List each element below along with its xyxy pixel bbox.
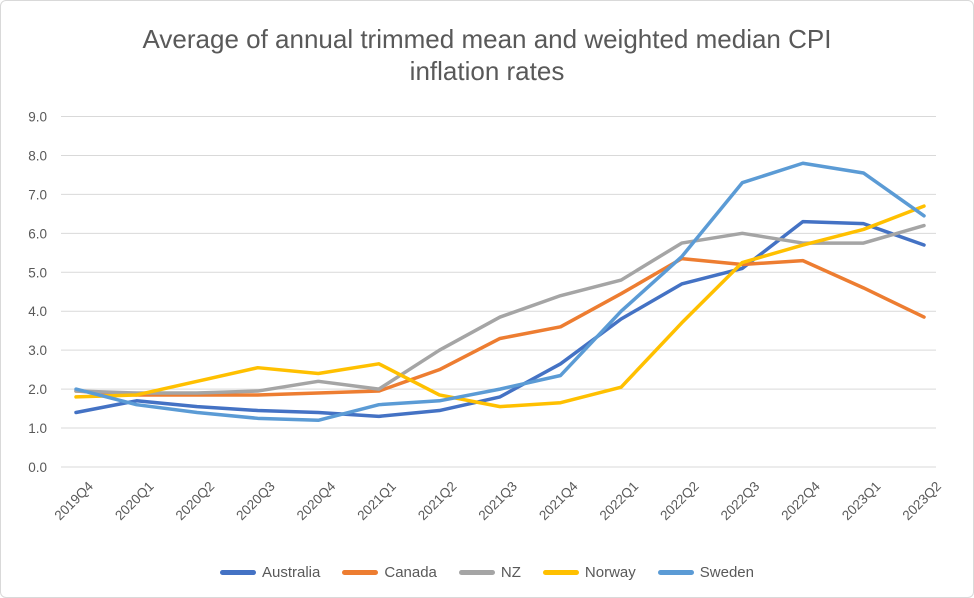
legend-swatch-australia — [220, 570, 256, 575]
x-tick-label: 2020Q2 — [173, 479, 218, 524]
legend-label-nz: NZ — [500, 564, 521, 581]
legend-swatch-nz — [458, 570, 495, 575]
legend-item-norway: Norway — [542, 564, 636, 581]
x-tick-label: 2022Q3 — [718, 479, 763, 524]
chart-title: Average of annual trimmed mean and weigh… — [1, 23, 973, 87]
legend-label-sweden: Sweden — [699, 564, 754, 581]
legend-label-norway: Norway — [584, 564, 636, 581]
x-tick-label: 2021Q4 — [536, 478, 581, 523]
x-tick-label: 2022Q4 — [778, 478, 823, 523]
legend-label-canada: Canada — [384, 564, 437, 581]
y-tick-label: 4.0 — [28, 304, 47, 319]
series-line-sweden — [74, 161, 926, 423]
y-tick-label: 2.0 — [28, 382, 47, 397]
x-tick-label: 2022Q2 — [657, 479, 702, 524]
series-line-norway — [74, 204, 926, 409]
series-line-canada — [74, 256, 926, 397]
x-tick-label: 2021Q3 — [476, 479, 521, 524]
x-tick-label: 2021Q1 — [354, 479, 399, 524]
series-line-australia — [74, 219, 926, 419]
y-tick-label: 8.0 — [28, 148, 47, 163]
x-tick-label: 2021Q2 — [415, 479, 460, 524]
x-tick-label: 2020Q3 — [233, 479, 278, 524]
legend: Australia Canada NZ Norway Sweden — [1, 564, 973, 581]
series-line-nz — [74, 223, 926, 395]
x-tick-label: 2023Q1 — [839, 479, 884, 524]
y-tick-label: 6.0 — [28, 226, 47, 241]
plot-area: 0.0 1.0 2.0 3.0 4.0 5.0 6.0 7.0 8.0 9.0 2019Q4 2020… — [28, 110, 945, 524]
x-tick-label: 2019Q4 — [52, 478, 97, 523]
legend-item-nz: NZ — [458, 564, 521, 581]
legend-swatch-norway — [542, 570, 579, 575]
x-tick-label: 2020Q4 — [294, 478, 339, 523]
legend-label-australia: Australia — [262, 564, 321, 581]
legend-item-australia: Australia — [220, 564, 320, 581]
chart-title-line2: inflation rates — [409, 56, 565, 86]
legend-swatch-canada — [342, 570, 379, 575]
legend-swatch-sweden — [657, 570, 694, 575]
y-tick-label: 9.0 — [28, 110, 47, 125]
y-tick-label: 5.0 — [28, 265, 47, 280]
x-tick-label: 2023Q2 — [900, 479, 945, 524]
chart-title-line1: Average of annual trimmed mean and weigh… — [142, 24, 832, 54]
y-tick-label: 0.0 — [28, 460, 47, 475]
y-tick-label: 1.0 — [28, 421, 47, 436]
legend-item-canada: Canada — [342, 564, 437, 581]
x-tick-label: 2022Q1 — [597, 479, 642, 524]
y-tick-label: 3.0 — [28, 343, 47, 358]
legend-item-sweden: Sweden — [657, 564, 754, 581]
y-tick-label: 7.0 — [28, 187, 47, 202]
x-tick-label: 2020Q1 — [112, 479, 157, 524]
